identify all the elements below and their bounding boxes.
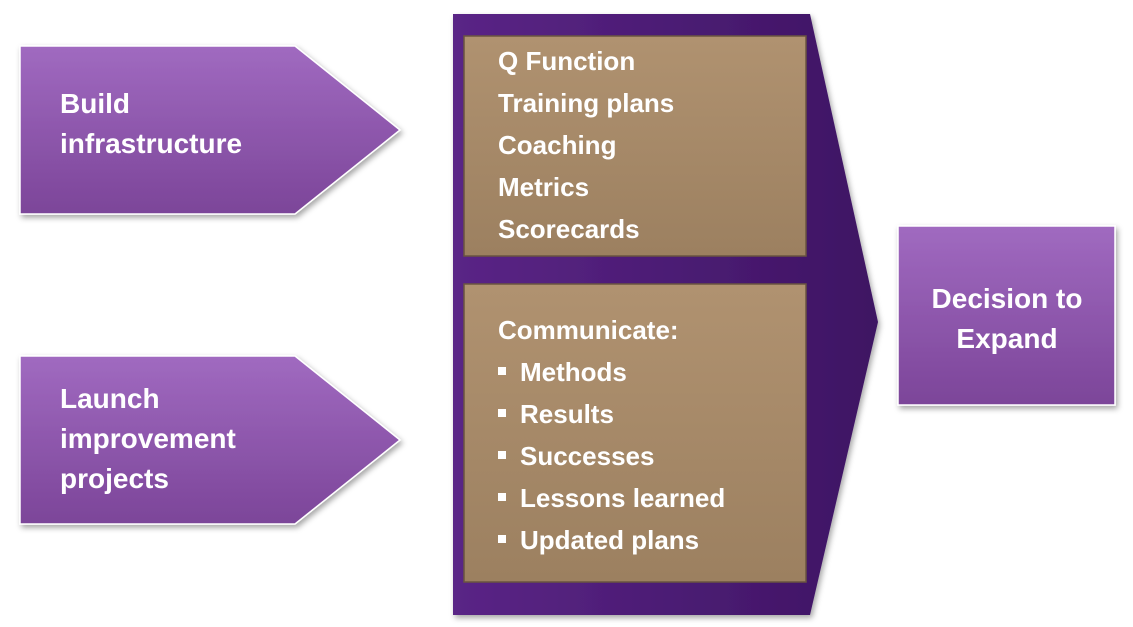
communicate-list: Methods Results Successes Lessons learne… — [498, 351, 725, 561]
build-infrastructure-label: Build infrastructure — [60, 84, 242, 164]
build-line-1: Build — [60, 88, 130, 119]
infrastructure-box — [463, 35, 807, 257]
decision-line-1: Decision to — [931, 283, 1083, 314]
decision-label: Decision to Expand — [900, 279, 1114, 359]
communicate-item-label: Methods — [520, 357, 627, 387]
infrastructure-item: Q Function — [498, 46, 636, 76]
communicate-item: Lessons learned — [498, 477, 725, 519]
launch-projects-label: Launch improvement projects — [60, 379, 236, 499]
communicate-item-label: Results — [520, 399, 614, 429]
square-bullet-icon — [498, 493, 506, 502]
infrastructure-item: Scorecards — [498, 214, 640, 244]
square-bullet-icon — [498, 451, 506, 460]
communicate-item: Methods — [498, 351, 725, 393]
launch-line-1: Launch — [60, 383, 160, 414]
infrastructure-item: Metrics — [498, 172, 590, 202]
launch-line-3: projects — [60, 463, 169, 494]
communicate-heading: Communicate: — [498, 315, 679, 345]
launch-projects-arrow — [19, 355, 402, 525]
build-line-2: infrastructure — [60, 128, 243, 159]
communicate-box — [463, 283, 807, 583]
launch-line-2: improvement — [60, 423, 236, 454]
square-bullet-icon — [498, 535, 506, 544]
communicate-item-label: Updated plans — [520, 525, 700, 555]
square-bullet-icon — [498, 367, 506, 376]
build-infrastructure-arrow — [19, 45, 402, 215]
infrastructure-item: Coaching — [498, 130, 617, 160]
decision-box — [897, 225, 1116, 406]
infrastructure-list: Q Function Training plans Coaching Metri… — [498, 40, 674, 250]
communicate-item: Updated plans — [498, 519, 725, 561]
communicate-item-label: Lessons learned — [520, 483, 726, 513]
communicate-item-label: Successes — [520, 441, 655, 471]
infrastructure-item: Training plans — [498, 88, 675, 118]
communicate-item: Results — [498, 393, 725, 435]
communicate-item: Successes — [498, 435, 725, 477]
decision-line-2: Expand — [956, 323, 1058, 354]
square-bullet-icon — [498, 409, 506, 418]
